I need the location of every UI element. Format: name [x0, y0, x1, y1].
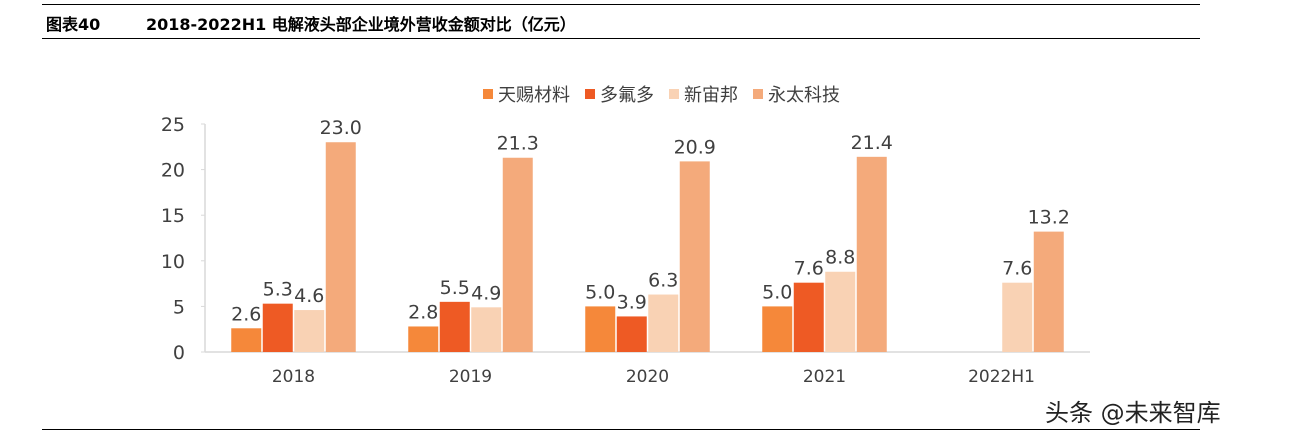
y-tick-label: 10 — [161, 251, 185, 273]
legend-label: 永太科技 — [768, 85, 840, 106]
bar-天赐材料-2018 — [231, 328, 262, 352]
header-rule — [42, 38, 1200, 39]
bar-新宙邦-2021 — [825, 271, 856, 352]
data-label: 21.4 — [851, 132, 893, 154]
bar-永太科技-2021 — [856, 156, 887, 352]
data-label: 4.6 — [294, 285, 324, 307]
bar-永太科技-2020 — [679, 161, 710, 352]
data-label: 5.0 — [762, 281, 792, 303]
bar-永太科技-2018 — [325, 142, 356, 352]
watermark: 头条 @未来智库 — [1045, 399, 1221, 427]
y-tick-label: 25 — [161, 114, 185, 136]
legend-label: 新宙邦 — [684, 85, 738, 106]
bar-天赐材料-2020 — [585, 306, 616, 352]
data-label: 6.3 — [648, 270, 678, 292]
legend-swatch-新宙邦 — [669, 89, 679, 99]
top-rule — [42, 4, 1200, 5]
bar-永太科技-2022H1 — [1033, 231, 1064, 352]
bar-新宙邦-2018 — [294, 310, 325, 352]
legend-label: 天赐材料 — [498, 85, 570, 106]
x-tick-label: 2022H1 — [968, 367, 1035, 387]
bar-多氟多-2020 — [616, 316, 647, 352]
y-tick-label: 5 — [173, 296, 185, 318]
x-tick-label: 2021 — [803, 367, 846, 387]
figure-number: 图表40 — [46, 15, 101, 34]
bar-新宙邦-2022H1 — [1002, 282, 1033, 352]
data-label: 5.0 — [585, 281, 615, 303]
y-tick-label: 15 — [161, 205, 185, 227]
legend-swatch-永太科技 — [753, 89, 763, 99]
bar-永太科技-2019 — [502, 157, 533, 352]
data-label: 7.6 — [794, 258, 824, 280]
data-label: 20.9 — [674, 136, 716, 158]
figure-title: 2018-2022H1 电解液头部企业境外营收金额对比（亿元） — [146, 15, 576, 34]
bar-多氟多-2019 — [439, 301, 470, 352]
data-label: 13.2 — [1028, 207, 1070, 229]
legend-swatch-多氟多 — [585, 89, 595, 99]
x-tick-label: 2020 — [626, 367, 669, 387]
bar-天赐材料-2019 — [408, 326, 439, 352]
y-tick-label: 20 — [161, 160, 185, 182]
x-tick-label: 2019 — [449, 367, 492, 387]
bar-多氟多-2018 — [262, 303, 293, 352]
data-label: 5.3 — [263, 279, 293, 301]
data-label: 21.3 — [497, 133, 539, 155]
data-label: 3.9 — [617, 291, 647, 313]
data-label: 2.6 — [231, 303, 261, 325]
data-label: 5.5 — [440, 277, 470, 299]
y-tick-label: 0 — [173, 342, 185, 364]
legend-swatch-天赐材料 — [483, 89, 493, 99]
data-label: 23.0 — [320, 117, 362, 139]
data-label: 2.8 — [408, 301, 438, 323]
bottom-rule — [42, 429, 1200, 430]
legend-label: 多氟多 — [600, 85, 654, 106]
bar-多氟多-2021 — [793, 282, 824, 352]
data-label: 8.8 — [825, 247, 855, 269]
bar-新宙邦-2020 — [648, 294, 679, 352]
x-tick-label: 2018 — [272, 367, 315, 387]
bar-新宙邦-2019 — [471, 307, 502, 352]
data-label: 7.6 — [1002, 258, 1032, 280]
bar-天赐材料-2021 — [762, 306, 793, 352]
data-label: 4.9 — [471, 282, 501, 304]
